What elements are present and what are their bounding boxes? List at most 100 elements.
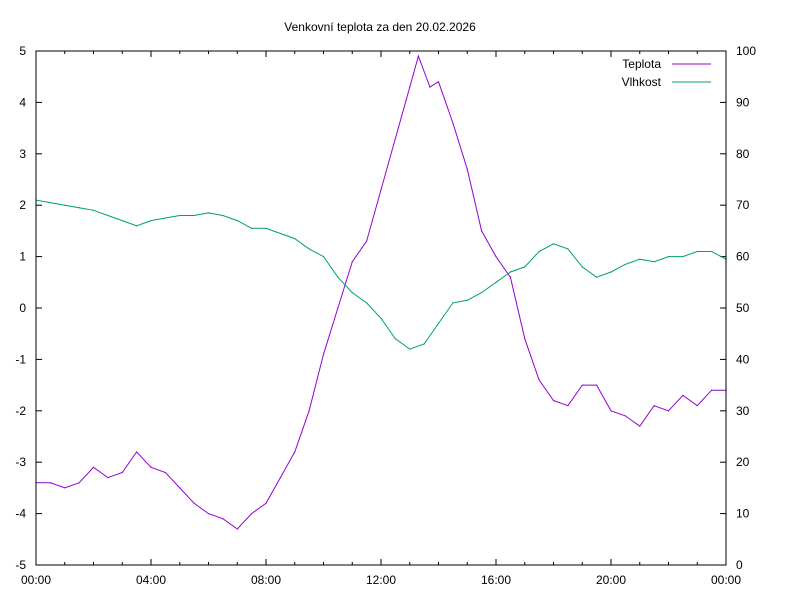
data-point (552, 243, 555, 245)
data-point (653, 405, 655, 407)
data-point (417, 55, 419, 57)
chart-title: Venkovní teplota za den 20.02.2026 (284, 20, 476, 34)
data-point (495, 256, 497, 258)
data-point (236, 220, 238, 222)
data-point (610, 410, 612, 412)
data-point (366, 302, 368, 304)
data-point (64, 204, 66, 206)
data-point (265, 502, 267, 504)
data-point (92, 466, 95, 468)
data-point (294, 451, 296, 453)
data-point (682, 256, 684, 258)
y2-tick-label: 100 (736, 44, 756, 58)
y-tick-label: 3 (19, 147, 26, 161)
data-point (193, 214, 195, 217)
y-tick-label: 0 (19, 301, 26, 315)
data-point (121, 220, 123, 222)
y-tick-label: -1 (15, 352, 26, 366)
data-point (524, 338, 526, 340)
data-point (624, 415, 626, 417)
data-point (78, 482, 80, 484)
x-tick-label: 16:00 (481, 573, 511, 587)
x-tick-label: 12:00 (366, 573, 396, 587)
plot-border (35, 50, 727, 566)
data-point (538, 379, 540, 381)
x-tick-label: 00:00 (21, 573, 51, 587)
data-point (207, 513, 210, 515)
data-point (452, 302, 454, 304)
legend-label: Teplota (622, 57, 661, 71)
data-point (279, 477, 281, 479)
data-point (308, 248, 310, 250)
data-point (78, 207, 80, 209)
data-point (394, 137, 396, 139)
data-point (696, 250, 698, 253)
data-point (49, 482, 51, 484)
data-point (322, 256, 325, 258)
data-point (222, 518, 224, 520)
y-tick-label: -4 (15, 507, 26, 521)
data-point (466, 168, 468, 170)
data-point (380, 189, 382, 191)
y-tick-label: -3 (15, 455, 26, 469)
data-point (164, 217, 166, 219)
data-point (150, 220, 152, 222)
data-point (92, 209, 95, 211)
x-tick-label: 00:00 (711, 573, 741, 587)
data-point (136, 451, 138, 453)
data-point (429, 86, 431, 88)
data-point (567, 405, 569, 407)
data-point (581, 266, 583, 268)
data-point (121, 471, 123, 474)
data-point (466, 299, 468, 301)
data-point (452, 122, 454, 124)
data-point (509, 271, 511, 273)
data-point (437, 81, 440, 83)
data-point (351, 291, 353, 294)
data-point (265, 227, 267, 229)
data-point (667, 256, 670, 258)
series-line-teplota (36, 54, 726, 530)
data-point (179, 487, 181, 489)
data-point (624, 263, 626, 265)
data-point (207, 212, 210, 214)
data-point (423, 343, 425, 345)
y-tick-label: -5 (15, 558, 26, 572)
x-tick-label: 08:00 (251, 573, 281, 587)
data-point (64, 487, 66, 489)
data-point (136, 225, 138, 227)
y2-tick-label: 30 (736, 404, 750, 418)
data-point (294, 238, 296, 240)
y-tick-label: 5 (19, 44, 26, 58)
y-tick-label: 1 (19, 250, 26, 264)
data-point (552, 399, 555, 402)
data-point (164, 471, 166, 474)
data-point (495, 281, 497, 283)
data-point (696, 405, 698, 407)
data-point (337, 307, 339, 309)
data-point (366, 240, 368, 242)
y2-tick-label: 50 (736, 301, 750, 315)
data-point (409, 348, 411, 350)
data-point (682, 394, 684, 396)
data-point (596, 276, 598, 278)
y-tick-label: 2 (19, 198, 26, 212)
data-point (351, 261, 353, 263)
data-point (49, 202, 51, 204)
y2-tick-label: 70 (736, 198, 750, 212)
data-point (251, 227, 253, 229)
data-point (711, 389, 713, 391)
data-point (107, 477, 109, 479)
data-point (653, 261, 655, 263)
data-point (409, 86, 411, 88)
data-point (394, 338, 396, 340)
legend-label: Vlhkost (622, 75, 662, 89)
data-point (509, 276, 511, 278)
data-point (567, 248, 569, 250)
data-point (308, 410, 310, 412)
x-tick-label: 04:00 (136, 573, 166, 587)
data-point (251, 513, 253, 515)
data-point (711, 250, 713, 253)
